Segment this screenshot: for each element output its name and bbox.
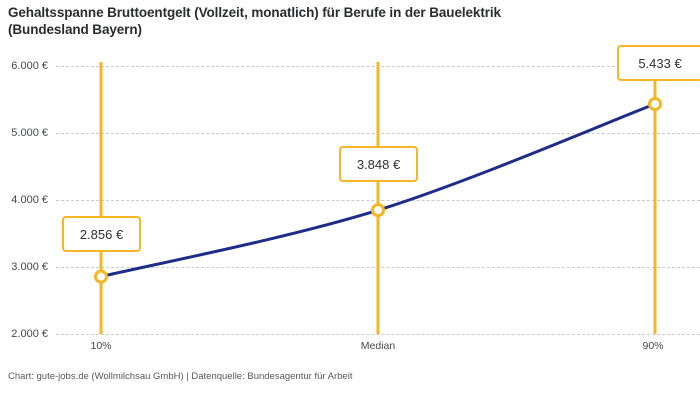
y-axis-tick-2000: 2.000 €	[11, 328, 48, 340]
data-point-median[interactable]	[371, 203, 385, 218]
data-label-90pct: 5.433 €	[617, 45, 700, 81]
chart-title: Gehaltsspanne Bruttoentgelt (Vollzeit, m…	[8, 5, 501, 37]
data-point-90pct[interactable]	[648, 96, 662, 111]
chart-footer-source: Chart: gute-jobs.de (Wollmilchsau GmbH) …	[8, 371, 353, 382]
series-svg	[94, 62, 662, 334]
x-axis-tick-median: Median	[360, 340, 396, 352]
y-axis-tick-6000: 6.000 €	[11, 60, 48, 72]
y-axis-tick-3000: 3.000 €	[11, 261, 48, 273]
x-axis-tick-90pct: 90%	[642, 340, 664, 352]
gridline-2000	[56, 334, 700, 335]
data-label-10pct: 2.856 €	[62, 216, 141, 252]
x-axis-tick-10pct: 10%	[90, 340, 112, 352]
plot-area: 6.000 € 5.000 € 4.000 € 3.000 € 2.000 € …	[11, 45, 700, 352]
data-label-median: 3.848 €	[339, 146, 418, 182]
data-point-10pct[interactable]	[94, 269, 108, 284]
y-axis-tick-5000: 5.000 €	[11, 127, 48, 139]
y-axis-tick-4000: 4.000 €	[11, 194, 48, 206]
